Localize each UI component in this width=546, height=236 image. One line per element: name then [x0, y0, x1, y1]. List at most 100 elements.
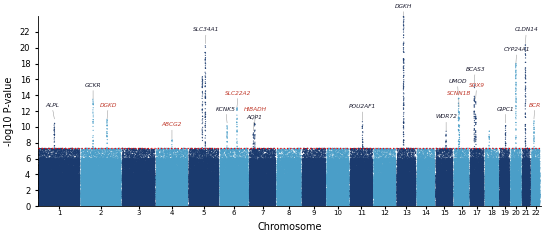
- Point: [289, 178, 298, 182]
- Point: [380, 193, 389, 197]
- Point: [129, 189, 138, 193]
- Point: [130, 161, 139, 165]
- Point: [375, 168, 383, 172]
- Point: [467, 166, 476, 170]
- Point: [519, 191, 527, 195]
- Point: [422, 196, 430, 199]
- Point: [82, 195, 91, 198]
- Point: [209, 178, 217, 182]
- Point: [470, 196, 479, 200]
- Point: [396, 190, 405, 194]
- Point: [224, 168, 233, 172]
- Point: [163, 198, 171, 202]
- Point: [330, 149, 339, 153]
- Point: [62, 181, 70, 185]
- Point: [313, 168, 322, 171]
- Point: [317, 181, 326, 185]
- Point: [532, 148, 541, 152]
- Point: [341, 181, 350, 184]
- Point: [114, 151, 122, 155]
- Point: [534, 177, 543, 180]
- Point: [375, 188, 384, 192]
- Point: [488, 191, 496, 195]
- Point: [260, 192, 269, 196]
- Point: [535, 162, 544, 166]
- Point: [352, 196, 360, 200]
- Point: [138, 200, 147, 203]
- Point: [121, 202, 130, 206]
- Point: [355, 192, 364, 195]
- Point: [132, 162, 141, 166]
- Point: [348, 202, 357, 206]
- Point: [116, 200, 125, 204]
- Point: [333, 177, 341, 181]
- Point: [44, 194, 52, 198]
- Point: [350, 180, 359, 184]
- Point: [267, 166, 276, 170]
- Point: [228, 202, 236, 206]
- Point: [500, 161, 508, 164]
- Point: [292, 195, 301, 198]
- Point: [350, 179, 359, 183]
- Point: [379, 191, 388, 195]
- Point: [170, 160, 179, 164]
- Point: [410, 169, 419, 173]
- Point: [467, 180, 476, 183]
- Point: [159, 185, 168, 189]
- Point: [533, 183, 542, 186]
- Point: [188, 194, 197, 198]
- Point: [97, 166, 105, 170]
- Point: [513, 164, 522, 167]
- Point: [337, 175, 346, 179]
- Point: [414, 176, 423, 180]
- Point: [287, 187, 296, 191]
- Point: [112, 193, 121, 196]
- Point: [267, 161, 276, 164]
- Point: [239, 193, 248, 197]
- Point: [168, 195, 177, 199]
- Point: [517, 174, 525, 178]
- Point: [437, 191, 446, 195]
- Point: [490, 190, 499, 194]
- Point: [319, 190, 328, 194]
- Point: [511, 175, 519, 179]
- Point: [329, 177, 337, 181]
- Point: [162, 201, 170, 205]
- Point: [524, 176, 533, 180]
- Point: [287, 188, 296, 192]
- Point: [519, 157, 527, 160]
- Point: [473, 157, 482, 161]
- Point: [172, 187, 181, 191]
- Point: [331, 199, 340, 203]
- Point: [302, 178, 311, 181]
- Point: [373, 175, 382, 179]
- Point: [524, 194, 533, 198]
- Point: [80, 161, 88, 164]
- Point: [466, 195, 475, 199]
- Point: [462, 173, 471, 177]
- Point: [456, 161, 465, 165]
- Point: [442, 189, 451, 193]
- Point: [530, 184, 538, 187]
- Point: [120, 160, 128, 164]
- Point: [185, 185, 194, 188]
- Point: [198, 189, 207, 193]
- Point: [363, 178, 371, 182]
- Point: [388, 184, 397, 188]
- Point: [254, 180, 263, 184]
- Point: [422, 168, 430, 172]
- Point: [100, 152, 109, 156]
- Point: [185, 190, 194, 193]
- Point: [153, 200, 162, 204]
- Point: [258, 198, 267, 202]
- Point: [112, 202, 121, 206]
- Point: [238, 203, 246, 207]
- Point: [467, 189, 476, 192]
- Point: [63, 202, 72, 205]
- Point: [407, 165, 416, 169]
- Point: [489, 195, 498, 198]
- Point: [72, 180, 80, 184]
- Point: [110, 188, 118, 192]
- Point: [277, 172, 286, 175]
- Point: [87, 175, 96, 179]
